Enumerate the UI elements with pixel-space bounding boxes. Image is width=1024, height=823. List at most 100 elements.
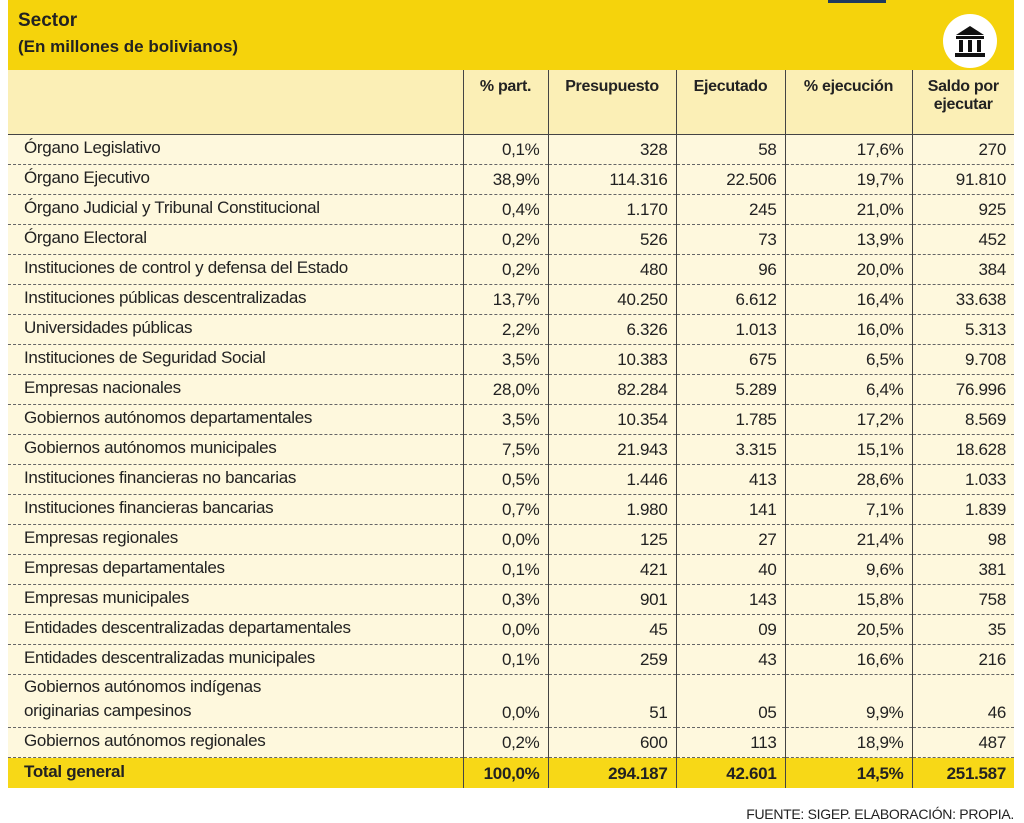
cell: 526 <box>547 224 676 255</box>
cell: 381 <box>911 554 1014 585</box>
cell: 1.785 <box>675 404 785 435</box>
column-header: % ejecución <box>784 70 912 135</box>
icon <box>943 14 997 68</box>
row-label: Gobiernos autónomos indígenas originaria… <box>8 674 463 728</box>
row: Instituciones de control y defensa del E… <box>8 254 1014 285</box>
cell: 421 <box>547 554 676 585</box>
cell: 0,0% <box>462 524 548 555</box>
cell: 19,7% <box>784 164 912 195</box>
row-label: Gobiernos autónomos regionales <box>8 727 463 758</box>
cell: 1.446 <box>547 464 676 495</box>
total-row: Total general 100,0% 294.187 42.601 14,5% 251… <box>8 757 1014 788</box>
cell: 245 <box>675 194 785 225</box>
cell: 10.383 <box>547 344 676 375</box>
footer: FUENTE: SIGEP. ELABORACIÓN: PROPIA. <box>746 806 1014 822</box>
row-label: Instituciones financieras no bancarias <box>8 464 463 495</box>
row: Instituciones de Seguridad Social 3,5% 10.… <box>8 344 1014 375</box>
cell: 6.326 <box>547 314 676 345</box>
row-label: Gobiernos autónomos municipales <box>8 434 463 465</box>
row: Órgano Judicial y Tribunal Constituciona… <box>8 194 1014 225</box>
cell: 143 <box>675 584 785 615</box>
cell: 40 <box>675 554 785 585</box>
row: Gobiernos autónomos municipales 7,5% 21.94… <box>8 434 1014 465</box>
row: Gobiernos autónomos regionales 0,2% 600 113… <box>8 727 1014 758</box>
row: Universidades públicas 2,2% 6.326 1.013 16,0… <box>8 314 1014 345</box>
row: Gobiernos autónomos indígenas originaria… <box>8 674 1014 728</box>
cell: 1.013 <box>675 314 785 345</box>
row: Instituciones financieras bancarias 0,7% 1… <box>8 494 1014 525</box>
cell: 76.996 <box>911 374 1014 405</box>
row-label: Instituciones públicas descentralizadas <box>8 284 463 315</box>
cell: 18.628 <box>911 434 1014 465</box>
row-label: Universidades públicas <box>8 314 463 345</box>
cell: 28,6% <box>784 464 912 495</box>
column-header: % part. <box>462 70 548 135</box>
cell: 9,9% <box>784 674 912 728</box>
cell: 1.980 <box>547 494 676 525</box>
row: Empresas regionales 0,0% 125 27 21,4% 98 <box>8 524 1014 555</box>
cell: 3.315 <box>675 434 785 465</box>
cell: 259 <box>547 644 676 675</box>
cell: 270 <box>911 134 1014 165</box>
cell: 0,5% <box>462 464 548 495</box>
cell: 16,4% <box>784 284 912 315</box>
cell: 28,0% <box>462 374 548 405</box>
cell: 216 <box>911 644 1014 675</box>
cell: 35 <box>911 614 1014 645</box>
cell: 600 <box>547 727 676 758</box>
cell: 51 <box>547 674 676 728</box>
cell: 0,2% <box>462 224 548 255</box>
cell: 0,2% <box>462 254 548 285</box>
row-label: Órgano Electoral <box>8 224 463 255</box>
cell: 09 <box>675 614 785 645</box>
cell: 16,0% <box>784 314 912 345</box>
total-cell: 251.587 <box>911 757 1014 788</box>
column-header: Saldo por ejecutar <box>911 70 1014 135</box>
cell: 46 <box>911 674 1014 728</box>
cell: 0,0% <box>462 614 548 645</box>
data-table: % part. Presupuesto Ejecutado% ejecución Sa… <box>8 70 1014 788</box>
row: Órgano Ejecutivo 38,9% 114.316 22.506 19,7% 9… <box>8 164 1014 195</box>
cell: 925 <box>911 194 1014 225</box>
cell: 114.316 <box>547 164 676 195</box>
row-label: Empresas departamentales <box>8 554 463 585</box>
row-label: Empresas regionales <box>8 524 463 555</box>
cell: 9.708 <box>911 344 1014 375</box>
row: Gobiernos autónomos departamentales 3,5% 1… <box>8 404 1014 435</box>
cell: 3,5% <box>462 404 548 435</box>
row-label: Entidades descentralizadas municipales <box>8 644 463 675</box>
cell: 10.354 <box>547 404 676 435</box>
cell: 0,0% <box>462 674 548 728</box>
cell: 05 <box>675 674 785 728</box>
cell: 13,7% <box>462 284 548 315</box>
cell: 91.810 <box>911 164 1014 195</box>
cell: 6.612 <box>675 284 785 315</box>
cell: 2,2% <box>462 314 548 345</box>
cell: 9,6% <box>784 554 912 585</box>
column-header: Ejecutado <box>675 70 785 135</box>
cell: 21.943 <box>547 434 676 465</box>
cell: 15,1% <box>784 434 912 465</box>
cell: 13,9% <box>784 224 912 255</box>
cell: 0,1% <box>462 134 548 165</box>
total-cell: 14,5% <box>784 757 912 788</box>
title: Sector <box>18 10 78 31</box>
cell: 7,5% <box>462 434 548 465</box>
row: Empresas municipales 0,3% 901 143 15,8% 758 <box>8 584 1014 615</box>
row-label: Órgano Ejecutivo <box>8 164 463 195</box>
cell: 328 <box>547 134 676 165</box>
total-cell: 42.601 <box>675 757 785 788</box>
cell: 0,3% <box>462 584 548 615</box>
cell: 33.638 <box>911 284 1014 315</box>
row: Entidades descentralizadas municipales 0,… <box>8 644 1014 675</box>
corner <box>8 70 463 135</box>
cell: 758 <box>911 584 1014 615</box>
cell: 6,4% <box>784 374 912 405</box>
cell: 1.170 <box>547 194 676 225</box>
cell: 901 <box>547 584 676 615</box>
cell: 21,0% <box>784 194 912 225</box>
cell: 1.033 <box>911 464 1014 495</box>
cell: 17,2% <box>784 404 912 435</box>
header-row: % part. Presupuesto Ejecutado% ejecución Sa… <box>8 70 1014 135</box>
cell: 413 <box>675 464 785 495</box>
